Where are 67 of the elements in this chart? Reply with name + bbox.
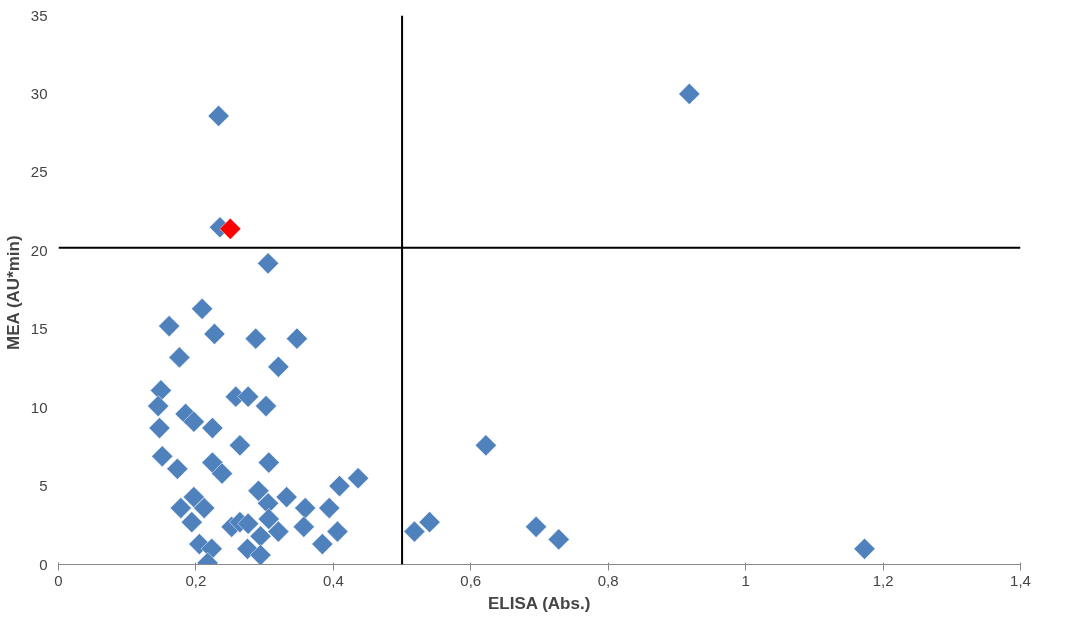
point <box>148 417 171 439</box>
y-tick-label: 20 <box>30 241 48 259</box>
x-tick-label: 0,4 <box>322 571 344 589</box>
point <box>328 475 351 497</box>
point <box>257 451 280 474</box>
point <box>158 315 180 337</box>
point <box>150 379 172 402</box>
y-tick-label: 0 <box>39 555 48 573</box>
point <box>347 467 369 490</box>
y-tick-label: 35 <box>30 6 48 24</box>
point <box>255 395 277 417</box>
y-tick-label: 25 <box>30 163 48 181</box>
point <box>318 497 341 519</box>
point <box>547 528 570 551</box>
point <box>168 346 191 369</box>
y-tick-label: 5 <box>39 477 48 495</box>
point <box>147 395 169 417</box>
point <box>237 385 260 408</box>
point <box>678 83 701 105</box>
point <box>267 356 290 378</box>
point <box>244 327 267 350</box>
point <box>294 497 317 519</box>
point <box>203 323 226 345</box>
x-tick-label: 1 <box>741 571 750 589</box>
point <box>326 520 349 543</box>
point <box>403 520 426 543</box>
point <box>219 217 242 240</box>
x-tick-label: 1,4 <box>1010 571 1031 589</box>
point <box>169 497 192 519</box>
point <box>183 410 205 433</box>
point <box>193 497 216 519</box>
point <box>267 520 290 543</box>
x-tick-label: 0,8 <box>597 571 619 589</box>
x-axis-title: ELISA (Abs.) <box>488 593 591 613</box>
point <box>249 525 272 548</box>
point <box>853 537 876 560</box>
point <box>249 544 272 565</box>
point <box>257 252 279 275</box>
x-tick-label: 0 <box>54 571 63 589</box>
point <box>475 434 497 457</box>
point <box>151 445 174 468</box>
point <box>180 511 203 534</box>
x-tick-label: 1,2 <box>872 571 894 589</box>
point <box>247 479 270 502</box>
point <box>236 537 259 560</box>
x-tick-label: 0,2 <box>185 571 207 589</box>
point <box>183 486 205 508</box>
y-tick-label: 15 <box>30 320 48 338</box>
point <box>166 457 189 480</box>
point <box>201 417 224 439</box>
point <box>275 486 298 508</box>
point <box>201 451 224 474</box>
point <box>237 512 260 535</box>
point <box>525 516 547 538</box>
y-tick-label: 10 <box>30 398 48 416</box>
point <box>191 297 213 320</box>
point <box>418 511 441 534</box>
point <box>286 327 308 350</box>
point <box>207 105 230 127</box>
point <box>311 533 334 555</box>
point <box>257 508 280 530</box>
point <box>292 516 315 538</box>
x-tick-label: 0,6 <box>460 571 482 589</box>
point <box>211 462 233 485</box>
y-tick-label: 30 <box>30 84 48 102</box>
y-axis-title: MEA (AU*min) <box>3 235 23 350</box>
point <box>229 434 251 457</box>
